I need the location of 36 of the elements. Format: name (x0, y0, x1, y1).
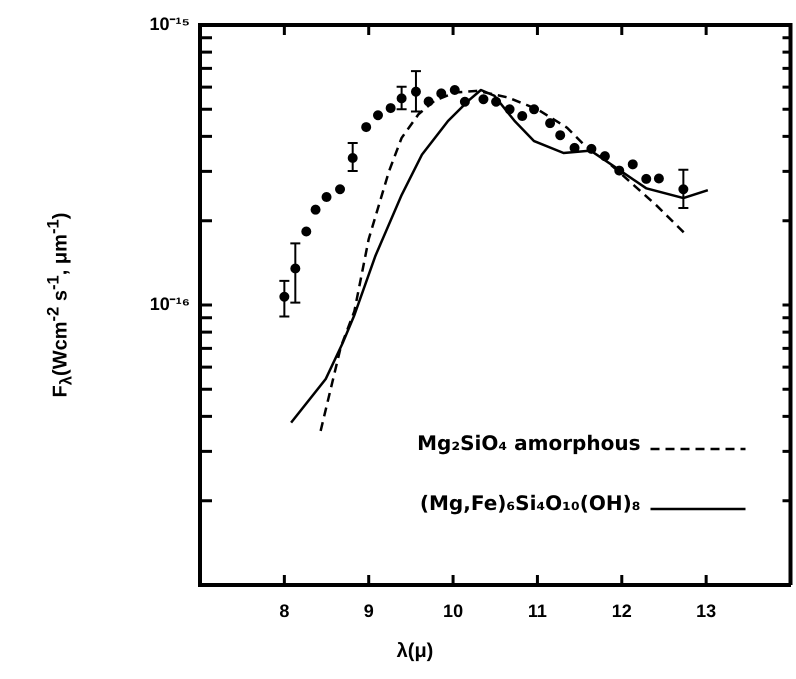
x-axis-title: λ(μ) (396, 640, 434, 663)
point (424, 96, 434, 107)
point (545, 118, 556, 128)
x-tick-label: 13 (696, 600, 716, 621)
x-tick-label: 8 (279, 600, 290, 621)
y-tick-label: 10⁻¹⁵ (150, 14, 190, 34)
x-tick-label: 10 (443, 600, 464, 621)
legend-label: (Mg,Fe)₆Si₄O₁₀(OH)₈ (420, 491, 640, 516)
point (600, 151, 610, 162)
point (529, 104, 540, 114)
point (491, 96, 502, 107)
point (361, 122, 372, 132)
point (641, 174, 652, 184)
point (460, 96, 470, 107)
x-tick-label: 11 (528, 600, 547, 621)
point (310, 204, 321, 215)
point (555, 130, 566, 140)
point (517, 111, 528, 122)
point (301, 226, 312, 237)
y-tick-label: 10⁻¹⁶ (150, 294, 190, 314)
point (628, 159, 638, 170)
x-tick-label: 12 (612, 600, 632, 621)
x-tick-label: 9 (364, 600, 374, 621)
point (504, 104, 515, 114)
point (570, 142, 580, 153)
legend-label: Mg₂SiO₄ amorphous (417, 431, 640, 456)
point (436, 88, 446, 98)
point (654, 174, 664, 184)
point (386, 103, 396, 114)
point (372, 110, 383, 120)
point (586, 144, 596, 154)
point (450, 84, 460, 95)
point (614, 166, 624, 176)
point (322, 192, 332, 202)
point (335, 184, 346, 194)
point (478, 94, 488, 104)
